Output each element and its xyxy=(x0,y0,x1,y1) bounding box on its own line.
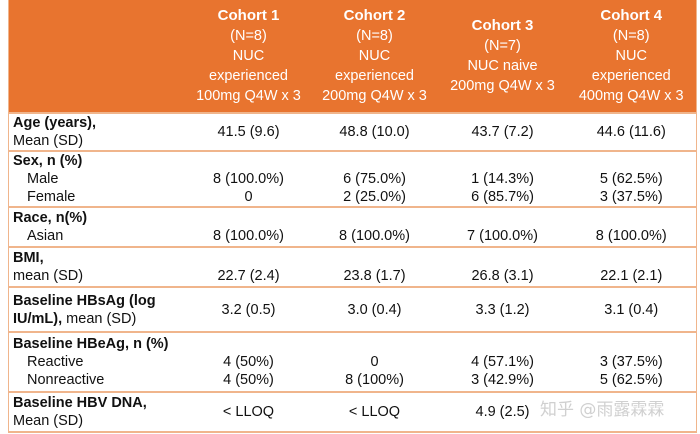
header-cohort-3: Cohort 3 (N=7) NUC naive 200mg Q4W x 3 xyxy=(438,0,567,113)
cell: 26.8 (3.1) xyxy=(438,246,567,287)
cell xyxy=(566,391,697,432)
row-bmi: BMI, mean (SD) 22.7 (2.4) 23.8 (1.7) 26.8… xyxy=(8,246,697,287)
cell: 3.3 (1.2) xyxy=(438,286,567,332)
cell: 3 (37.5%) 5 (62.5%) xyxy=(566,331,697,392)
cell: 3.2 (0.5) xyxy=(186,286,311,332)
cell: 5 (62.5%) 3 (37.5%) xyxy=(566,150,697,207)
cell: 44.6 (11.6) xyxy=(566,112,697,151)
header-cohort-1: Cohort 1 (N=8) NUC experienced 100mg Q4W x 3 xyxy=(186,0,311,113)
cell: 22.7 (2.4) xyxy=(186,246,311,287)
cell: 4 (57.1%) 3 (42.9%) xyxy=(438,331,567,392)
row-label: BMI, mean (SD) xyxy=(8,246,187,287)
row-label: Race, n(%) Asian xyxy=(8,206,187,247)
row-label: Sex, n (%) Male Female xyxy=(8,150,187,207)
watermark: 知乎 @雨露霖霖 xyxy=(540,400,665,420)
cell: 6 (75.0%) 2 (25.0%) xyxy=(310,150,439,207)
cell: 8 (100.0%) xyxy=(310,206,439,247)
header-cohort-4: Cohort 4 (N=8) NUC experienced 400mg Q4W x 3 xyxy=(566,0,697,113)
cell: < LLOQ xyxy=(186,391,311,432)
cell: 22.1 (2.1) xyxy=(566,246,697,287)
cell: 23.8 (1.7) xyxy=(310,246,439,287)
baseline-characteristics-table: Cohort 1 (N=8) NUC experienced 100mg Q4W x 3… xyxy=(8,0,697,433)
row-race: Race, n(%) Asian 8 (100.0%) 8 (100.0%) 7 … xyxy=(8,206,697,247)
cell: 4 (50%) 4 (50%) xyxy=(186,331,311,392)
row-label: Baseline HBsAg (log IU/mL), mean (SD) xyxy=(8,286,187,332)
cell: 3.0 (0.4) xyxy=(310,286,439,332)
cell: 4.9 (2.5) xyxy=(438,391,567,432)
row-age: Age (years), Mean (SD) 41.5 (9.6) 48.8 (1… xyxy=(8,112,697,151)
cell: 1 (14.3%) 6 (85.7%) xyxy=(438,150,567,207)
row-hbeag: Baseline HBeAg, n (%) Reactive Nonreactive… xyxy=(8,331,697,392)
row-sex: Sex, n (%) Male Female 8 (100.0%) 0 6 (75.0… xyxy=(8,150,697,207)
row-label: Baseline HBeAg, n (%) Reactive Nonreactive xyxy=(8,331,187,392)
header-blank xyxy=(8,0,187,113)
cell: 43.7 (7.2) xyxy=(438,112,567,151)
cell: 8 (100.0%) xyxy=(566,206,697,247)
header-row: Cohort 1 (N=8) NUC experienced 100mg Q4W x 3… xyxy=(8,0,697,113)
cell: 8 (100.0%) xyxy=(186,206,311,247)
cell: 48.8 (10.0) xyxy=(310,112,439,151)
header-cohort-2: Cohort 2 (N=8) NUC experienced 200mg Q4W x 3 xyxy=(310,0,439,113)
cell: 41.5 (9.6) xyxy=(186,112,311,151)
row-label: Baseline HBV DNA, Mean (SD) xyxy=(8,391,187,432)
cell: < LLOQ xyxy=(310,391,439,432)
row-hbsag: Baseline HBsAg (log IU/mL), mean (SD) 3.… xyxy=(8,286,697,332)
row-label: Age (years), Mean (SD) xyxy=(8,112,187,151)
row-hbv-dna: Baseline HBV DNA, Mean (SD) < LLOQ < LLOQ… xyxy=(8,391,697,432)
cell: 7 (100.0%) xyxy=(438,206,567,247)
cell: 8 (100.0%) 0 xyxy=(186,150,311,207)
cell: 3.1 (0.4) xyxy=(566,286,697,332)
